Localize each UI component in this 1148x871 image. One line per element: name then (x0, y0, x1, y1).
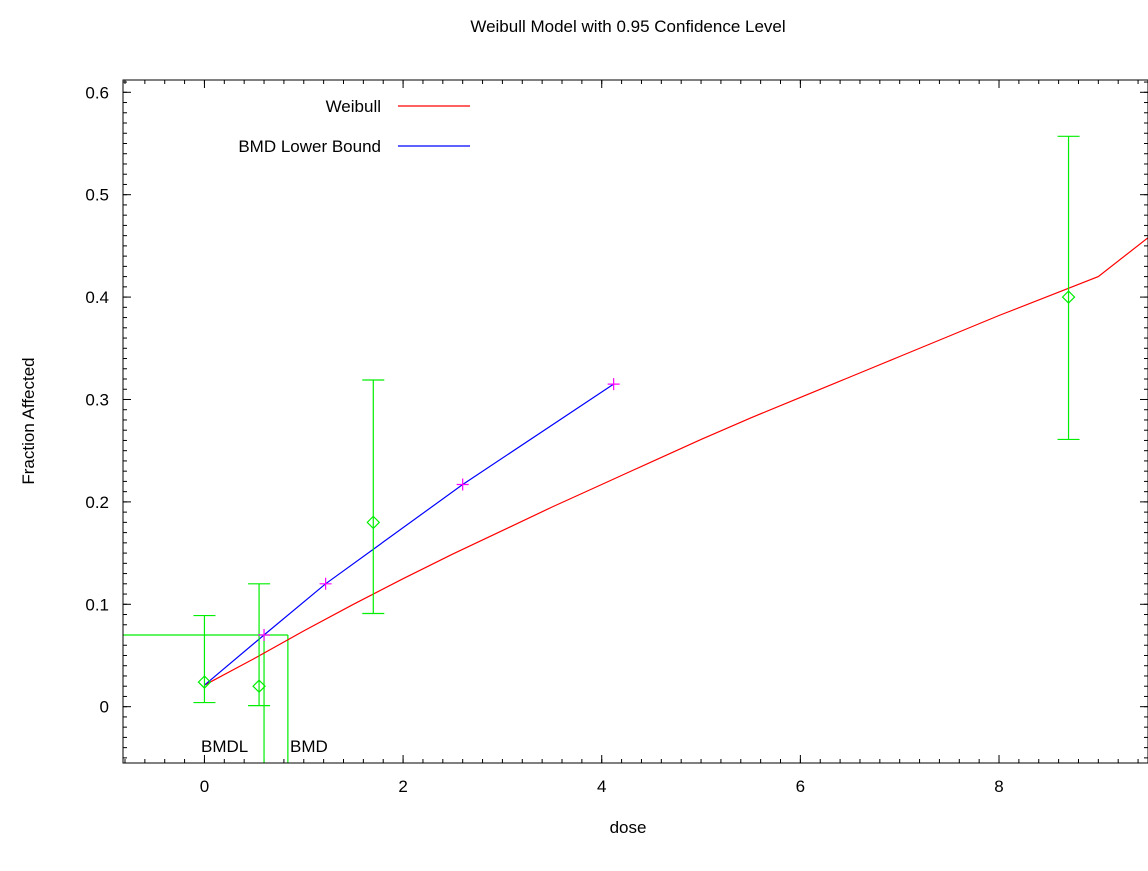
y-tick-label: 0 (100, 698, 109, 717)
bmdl-label: BMDL (201, 737, 248, 756)
x-tick-label: 2 (398, 777, 407, 796)
y-tick-label: 0.5 (85, 186, 109, 205)
y-tick-label: 0.3 (85, 390, 109, 409)
x-tick-label: 6 (796, 777, 805, 796)
tick-labels: 0 2 4 6 8 0 0.1 0.2 0.3 0.4 0.5 0.6 (85, 83, 1003, 796)
legend-label: BMD Lower Bound (238, 137, 381, 156)
legend: Weibull BMD Lower Bound (238, 97, 470, 156)
x-axis-label: dose (610, 818, 647, 837)
observed-point (366, 515, 381, 530)
bmdl-point (607, 378, 620, 391)
observed-data (193, 135, 1080, 707)
series-line-bmd-lower-bound (204, 383, 614, 686)
y-tick-label: 0.6 (85, 83, 109, 102)
x-tick-label: 0 (200, 777, 209, 796)
observed-point (252, 679, 266, 694)
y-axis-label: Fraction Affected (19, 357, 38, 484)
bmd-labels: BMDL BMD (201, 737, 328, 756)
y-tick-label: 0.1 (85, 595, 109, 614)
axis-ticks (123, 80, 1148, 763)
series-line-weibull (204, 237, 1148, 686)
observed-point (1061, 290, 1076, 304)
series-layer (204, 237, 1148, 686)
y-tick-label: 0.4 (85, 288, 109, 307)
observed-point (197, 675, 212, 689)
legend-label: Weibull (326, 97, 381, 116)
bmdl-point (319, 577, 332, 590)
bmdl-points (258, 378, 620, 642)
y-tick-label: 0.2 (85, 493, 109, 512)
bmdl-point (258, 629, 271, 642)
bmd-label: BMD (290, 737, 328, 756)
x-tick-label: 8 (994, 777, 1003, 796)
plot-frame (122, 79, 1148, 764)
chart-title: Weibull Model with 0.95 Confidence Level (470, 17, 785, 36)
bmdl-point (456, 478, 469, 491)
x-tick-label: 4 (597, 777, 606, 796)
